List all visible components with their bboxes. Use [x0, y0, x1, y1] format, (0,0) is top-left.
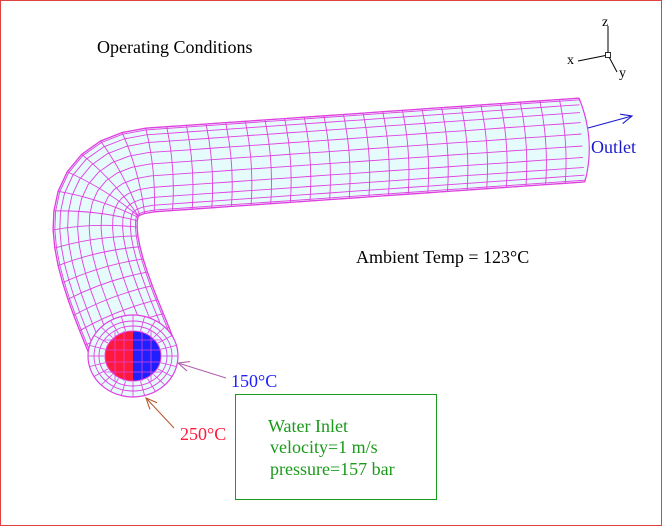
mesh-ring — [343, 114, 351, 199]
mesh-ring — [401, 110, 410, 195]
mesh-ring — [264, 119, 272, 204]
inlet-radial-line — [110, 320, 119, 334]
mesh-ring — [81, 153, 139, 217]
axis-y-label: y — [619, 66, 626, 81]
mesh-ring — [121, 132, 146, 214]
cold-half — [133, 331, 161, 381]
water-inlet-box — [235, 394, 437, 500]
mesh-ring — [66, 171, 139, 217]
inlet-pressure: pressure=157 bar — [270, 459, 395, 479]
inlet-radial-line — [120, 316, 126, 331]
triad-origin — [605, 52, 611, 58]
mesh-ring — [57, 246, 141, 267]
mesh-ring — [559, 99, 567, 184]
face-boundary — [104, 330, 162, 382]
mesh-ring — [519, 102, 528, 187]
outlet-label: Outlet — [591, 137, 636, 157]
inlet-face — [87, 314, 179, 398]
inlet-radial-line — [110, 378, 119, 392]
mesh-ring — [323, 115, 331, 200]
mesh-longitudinal-line — [112, 156, 584, 350]
mesh-ring — [73, 285, 153, 316]
mesh-longitudinal-line — [67, 112, 581, 366]
mesh-ring — [441, 107, 449, 192]
inlet-radial-line — [100, 326, 113, 338]
mesh-ring — [284, 118, 292, 203]
mesh-ring — [166, 126, 174, 211]
inlet-radial-line — [93, 335, 109, 344]
hot-arrow-head — [145, 397, 158, 410]
mesh-ring — [460, 106, 469, 191]
x-axis-line — [577, 54, 609, 62]
mesh-ring — [539, 100, 547, 185]
inlet-radial-line — [100, 374, 113, 386]
mesh-ring — [54, 235, 138, 249]
hot-temp-label: 250°C — [180, 424, 227, 444]
mesh-ring — [382, 111, 390, 196]
outlet-end-cap — [578, 97, 590, 183]
cold-arrow — [177, 362, 227, 379]
mesh-ring — [67, 271, 148, 300]
mesh-longitudinal-line — [129, 174, 585, 344]
cold-arrow-head — [176, 361, 190, 372]
mesh-longitudinal-line — [122, 166, 584, 347]
mesh-ring — [303, 117, 312, 202]
mesh-ring — [225, 122, 233, 207]
mesh-ring — [500, 103, 508, 188]
mesh-ring — [480, 104, 488, 189]
hot-arrow — [145, 397, 175, 429]
inlet-radial-line — [147, 320, 156, 334]
mesh-ring — [185, 125, 194, 210]
cold-temp-label: 150°C — [231, 371, 278, 391]
mesh-ring — [205, 123, 214, 208]
mesh-ring — [362, 113, 371, 197]
inlet-radial-line — [93, 368, 109, 377]
mesh-ring — [58, 190, 139, 218]
axis-x-label: x — [567, 53, 574, 68]
inlet-velocity: velocity=1 m/s — [270, 437, 378, 457]
annotation-arrows — [145, 113, 634, 429]
mesh-longitudinal-line — [100, 145, 583, 355]
inlet-radial-line — [140, 381, 146, 396]
mesh-ring — [100, 140, 141, 216]
water-inlet-title: Water Inlet — [268, 416, 349, 436]
mesh-ring — [79, 299, 158, 332]
mesh-ring — [53, 210, 138, 222]
pipe-edge-bottom — [52, 97, 580, 372]
outlet-arrow-head — [620, 113, 634, 125]
mesh-longitudinal-line — [88, 133, 582, 359]
inlet-radial-line — [89, 362, 106, 367]
mesh-longitudinal-line — [59, 104, 580, 369]
inlet-radial-line — [160, 345, 177, 350]
inlet-radial-line — [140, 316, 146, 331]
inlet-radial-line — [89, 345, 106, 350]
inlet-radial-line — [153, 326, 166, 338]
mesh-ring — [244, 121, 253, 206]
mesh-ring — [145, 128, 155, 212]
axis-z-label: z — [602, 15, 609, 30]
diagram-title: Operating Conditions — [97, 37, 253, 57]
mesh-ring — [421, 108, 430, 193]
inlet-radial-line — [160, 362, 177, 367]
mesh-longitudinal-line — [77, 122, 581, 363]
inlet-radial-line — [153, 374, 166, 386]
inlet-radial-line — [157, 368, 173, 377]
inlet-radial-line — [120, 381, 126, 396]
mesh-ring — [53, 224, 138, 231]
pipe-mesh — [52, 97, 590, 372]
ambient-temp-label: Ambient Temp = 123°C — [356, 247, 530, 267]
axis-triad — [577, 26, 618, 73]
outlet-arrow — [587, 115, 633, 129]
pipe-edge-top — [136, 181, 585, 342]
hot-half — [105, 331, 133, 381]
inlet-radial-line — [157, 335, 173, 344]
inlet-radial-line — [147, 378, 156, 392]
mesh-ring — [62, 258, 144, 284]
